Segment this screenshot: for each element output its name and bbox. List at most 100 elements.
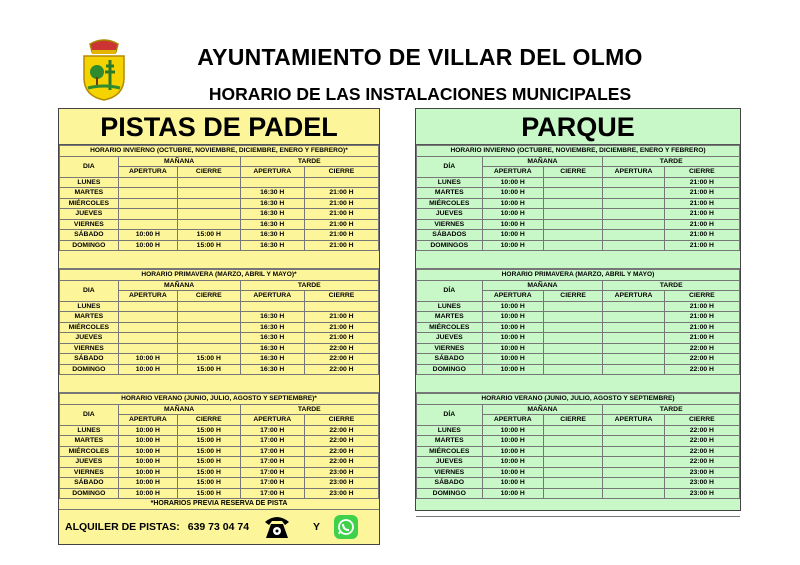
parque-schedule-table: HORARIO INVIERNO (OCTUBRE, NOVIEMBRE, DI… bbox=[416, 145, 741, 251]
page-subtitle: HORARIO DE LAS INSTALACIONES MUNICIPALES bbox=[208, 84, 632, 104]
time-cell bbox=[602, 197, 665, 209]
time-cell bbox=[602, 487, 665, 499]
day-cell: JUEVES bbox=[59, 456, 119, 468]
table-row: VIERNES 10:00 H 15:00 H 17:00 H 23:00 H bbox=[59, 466, 380, 478]
rental-phone: 639 73 04 74 bbox=[187, 521, 250, 533]
table-row: MARTES 10:00 H 22:00 H bbox=[416, 435, 741, 447]
time-cell bbox=[602, 176, 665, 188]
time-cell bbox=[602, 311, 665, 323]
opening-header: APERTURA bbox=[602, 166, 665, 178]
day-cell: MARTES bbox=[59, 435, 119, 447]
padel-schedule-table: HORARIO PRIMAVERA (MARZO, ABRIL Y MAYO)*… bbox=[59, 269, 380, 375]
time-cell bbox=[117, 208, 179, 220]
table-row: SÁBADO 10:00 H 15:00 H 16:30 H 21:00 H bbox=[59, 229, 380, 241]
time-cell bbox=[239, 176, 305, 188]
time-cell bbox=[602, 424, 665, 436]
parque-panel: PARQUE HORARIO INVIERNO (OCTUBRE, NOVIEM… bbox=[415, 108, 741, 517]
time-cell bbox=[542, 456, 604, 468]
spacer-row bbox=[416, 499, 740, 517]
time-cell: 15:00 H bbox=[177, 353, 241, 365]
closing-header: CIERRE bbox=[663, 290, 741, 302]
table-row: LUNES bbox=[59, 176, 380, 188]
telephone-icon bbox=[265, 517, 290, 538]
time-cell: 16:30 H bbox=[239, 208, 305, 220]
time-cell bbox=[602, 466, 665, 478]
rental-footer: ALQUILER DE PISTAS: 639 73 04 74 Y bbox=[59, 510, 379, 544]
afternoon-header: TARDE bbox=[239, 155, 380, 167]
day-cell: JUEVES bbox=[59, 332, 119, 344]
day-cell: MIÉRCOLES bbox=[59, 321, 119, 333]
time-cell bbox=[177, 311, 241, 323]
day-cell: SÁBADO bbox=[59, 477, 119, 489]
time-cell: 17:00 H bbox=[239, 487, 305, 499]
time-cell: 10:00 H bbox=[481, 445, 544, 457]
time-cell bbox=[303, 176, 380, 188]
time-cell bbox=[542, 363, 604, 375]
day-cell: LUNES bbox=[416, 300, 483, 312]
day-header: DÍA bbox=[416, 155, 483, 178]
time-cell bbox=[542, 353, 604, 365]
time-cell: 10:00 H bbox=[481, 311, 544, 323]
closing-header: CIERRE bbox=[303, 166, 380, 178]
table-row: DOMINGO 10:00 H 23:00 H bbox=[416, 487, 741, 499]
day-header: DIA bbox=[59, 279, 119, 302]
day-cell: SÁBADOS bbox=[416, 229, 483, 241]
time-cell: 23:00 H bbox=[663, 477, 741, 489]
time-cell: 21:00 H bbox=[663, 187, 741, 199]
time-cell: 22:00 H bbox=[303, 456, 380, 468]
day-cell: LUNES bbox=[59, 424, 119, 436]
table-row: MARTES 10:00 H 21:00 H bbox=[416, 311, 741, 323]
time-cell bbox=[177, 321, 241, 333]
time-cell bbox=[602, 342, 665, 354]
time-cell bbox=[542, 424, 604, 436]
time-cell bbox=[117, 342, 179, 354]
table-row: MARTES 16:30 H 21:00 H bbox=[59, 187, 380, 199]
time-cell: 23:00 H bbox=[663, 487, 741, 499]
time-cell bbox=[542, 332, 604, 344]
table-row: JUEVES 16:30 H 21:00 H bbox=[59, 208, 380, 220]
day-cell: VIERNES bbox=[416, 218, 483, 230]
time-cell: 10:00 H bbox=[481, 424, 544, 436]
time-cell: 16:30 H bbox=[239, 363, 305, 375]
day-cell: JUEVES bbox=[416, 332, 483, 344]
time-cell: 10:00 H bbox=[481, 197, 544, 209]
day-cell: DOMINGO bbox=[416, 487, 483, 499]
afternoon-header: TARDE bbox=[239, 279, 380, 291]
table-row: JUEVES 16:30 H 21:00 H bbox=[59, 332, 380, 344]
time-cell: 21:00 H bbox=[303, 239, 380, 251]
day-cell: VIERNES bbox=[416, 342, 483, 354]
spacer-row bbox=[416, 251, 740, 269]
time-cell: 16:30 H bbox=[239, 353, 305, 365]
time-cell: 15:00 H bbox=[177, 424, 241, 436]
spacer-row bbox=[59, 251, 379, 269]
time-cell: 10:00 H bbox=[481, 187, 544, 199]
time-cell: 10:00 H bbox=[117, 487, 179, 499]
time-cell: 17:00 H bbox=[239, 424, 305, 436]
reservation-note: *HORARIOS PREVIA RESERVA DE PISTA bbox=[59, 499, 379, 510]
rental-label: ALQUILER DE PISTAS: bbox=[65, 521, 180, 533]
time-cell bbox=[303, 300, 380, 312]
time-cell: 22:00 H bbox=[303, 363, 380, 375]
closing-header: CIERRE bbox=[303, 290, 380, 302]
section-title: HORARIO INVIERNO (OCTUBRE, NOVIEMBRE, DI… bbox=[416, 145, 740, 157]
time-cell: 21:00 H bbox=[303, 187, 380, 199]
table-row: SÁBADO 10:00 H 23:00 H bbox=[416, 477, 741, 489]
time-cell bbox=[177, 176, 241, 188]
section-title: HORARIO VERANO (JUNIO, JULIO, AGOSTO Y S… bbox=[59, 393, 379, 405]
day-cell: VIERNES bbox=[59, 342, 119, 354]
time-cell: 17:00 H bbox=[239, 445, 305, 457]
time-cell: 10:00 H bbox=[481, 229, 544, 241]
table-row: MARTES 10:00 H 21:00 H bbox=[416, 187, 741, 199]
table-row: DOMINGO 10:00 H 15:00 H 17:00 H 23:00 H bbox=[59, 487, 380, 499]
page-title: AYUNTAMIENTO DE VILLAR DEL OLMO bbox=[197, 44, 643, 70]
table-row: DOMINGO 10:00 H 22:00 H bbox=[416, 363, 741, 375]
table-row: MIÉRCOLES 10:00 H 15:00 H 17:00 H 22:00 H bbox=[59, 445, 380, 457]
time-cell: 21:00 H bbox=[663, 321, 741, 333]
table-row: LUNES 10:00 H 22:00 H bbox=[416, 424, 741, 436]
time-cell: 21:00 H bbox=[303, 229, 380, 241]
time-cell bbox=[177, 197, 241, 209]
closing-header: CIERRE bbox=[177, 290, 241, 302]
time-cell: 22:00 H bbox=[303, 435, 380, 447]
time-cell: 22:00 H bbox=[663, 342, 741, 354]
time-cell bbox=[117, 311, 179, 323]
